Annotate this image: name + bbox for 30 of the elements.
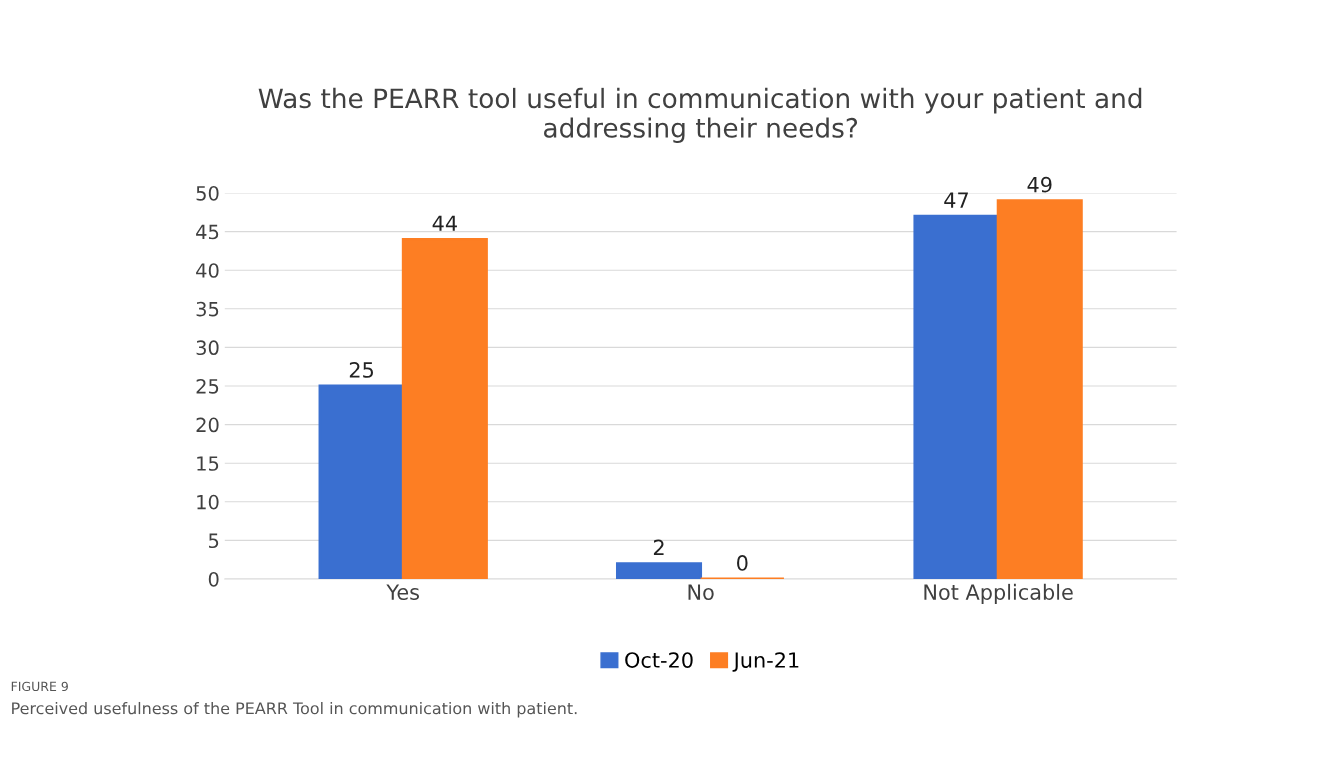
y-tick-label: 15 (197, 456, 219, 471)
data-label: 44 (432, 215, 457, 231)
x-tick-label: Yes (386, 584, 420, 600)
y-tick-label: 40 (196, 263, 219, 278)
y-tick-label: 45 (196, 224, 219, 240)
data-label: 25 (349, 362, 373, 378)
y-tick-label: 20 (196, 417, 219, 433)
chart-title: Was the PEARR tool useful in communication with your patient and addressing their needs? (258, 87, 1142, 143)
data-label: 2 (653, 539, 664, 556)
data-label: 47 (944, 192, 968, 208)
legend-label: Jun-21 (732, 652, 799, 672)
data-label: 0 (737, 555, 748, 571)
legend-label: Oct-20 (625, 652, 693, 668)
text: Perceived usefulness of the PEARR Tool in communication with patient. (12, 701, 577, 718)
bar (996, 199, 1083, 579)
y-tick-label: 50 (196, 185, 219, 201)
bar (615, 562, 703, 579)
bar (913, 214, 1000, 579)
y-tick-label: 30 (196, 340, 219, 356)
y-tick-label: 35 (196, 301, 219, 317)
bar (401, 237, 488, 579)
y-tick-label: 25 (196, 378, 219, 394)
x-tick-label: Not Applicable (924, 583, 1073, 605)
bar (318, 384, 405, 579)
y-tick-label: 0 (208, 571, 219, 587)
data-label: 49 (1027, 176, 1052, 193)
y-tick-label: 5 (209, 533, 219, 549)
caption: FIGURE 9 (11, 681, 68, 692)
x-tick-label: No (688, 584, 714, 600)
y-tick-label: 10 (197, 494, 219, 510)
